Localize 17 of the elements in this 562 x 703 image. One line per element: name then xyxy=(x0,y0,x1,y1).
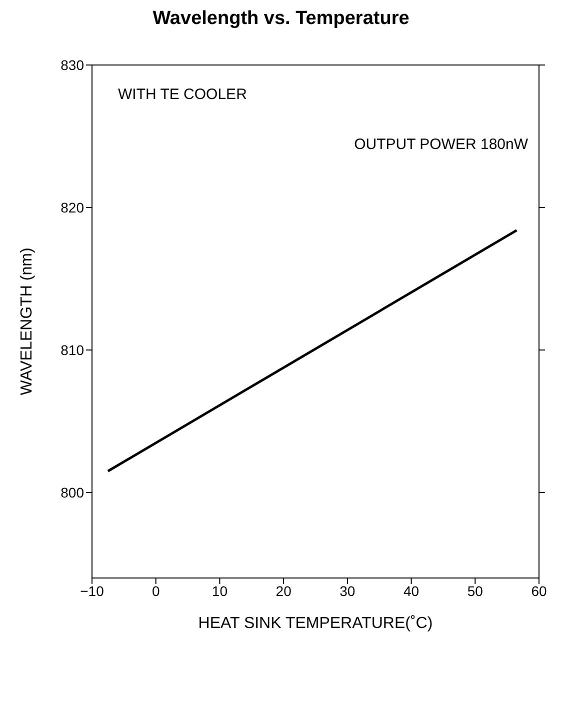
chart-title: Wavelength vs. Temperature xyxy=(152,8,410,30)
x-tick-label: 20 xyxy=(276,582,292,599)
annotation: OUTPUT POWER 180nW xyxy=(354,136,528,153)
x-tick-label: 60 xyxy=(531,582,547,599)
y-tick-label: 820 xyxy=(60,199,84,216)
x-tick-label: 30 xyxy=(340,582,356,599)
y-tick-label: 800 xyxy=(60,484,84,500)
x-tick-label: 0 xyxy=(152,582,160,599)
x-axis-title: HEAT SINK TEMPERATURE(˚C) xyxy=(198,615,433,632)
x-tick-label: 40 xyxy=(403,582,420,599)
y-tick-label: 830 xyxy=(60,56,84,73)
x-tick-label: −10 xyxy=(80,582,104,599)
y-axis-title: WAVELENGTH (nm) xyxy=(18,248,36,396)
x-tick-label: 10 xyxy=(212,582,228,599)
y-tick-label: 810 xyxy=(60,342,84,358)
annotation: WITH TE COOLER xyxy=(118,86,247,103)
x-tick-label: 50 xyxy=(467,582,484,599)
